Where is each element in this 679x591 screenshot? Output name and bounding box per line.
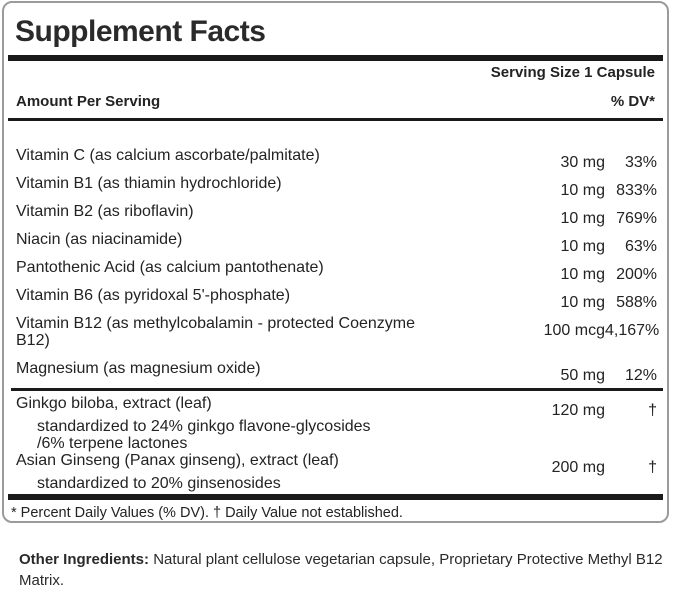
other-ingredients: Other Ingredients: Natural plant cellulo… — [19, 549, 667, 591]
nutrient-entry: Vitamin C (as calcium ascorbate/palmitat… — [16, 147, 657, 171]
nutrient-amount: 30 mg — [560, 154, 605, 171]
nutrient-name: Vitamin B12 (as methylcobalamin - protec… — [16, 315, 415, 349]
nutrient-amount: 10 mg — [560, 238, 605, 255]
nutrient-dv: 4,167% — [605, 322, 660, 339]
nutrient-name: Magnesium (as magnesium oxide) — [16, 360, 261, 377]
nutrient-dv: 63% — [624, 238, 657, 255]
nutrient-subtext: standardized to 20% ginsenosides — [37, 475, 281, 492]
nutrient-name: Ginkgo biloba, extract (leaf) — [16, 395, 212, 412]
nutrient-entry: Pantothenic Acid (as calcium pantothenat… — [16, 259, 657, 283]
nutrient-row: Vitamin B12 (as methylcobalamin - protec… — [16, 315, 660, 349]
nutrient-entry: Asian Ginseng (Panax ginseng), extract (… — [16, 452, 657, 492]
nutrient-name: Vitamin C (as calcium ascorbate/palmitat… — [16, 147, 320, 164]
nutrient-name: Vitamin B1 (as thiamin hydrochloride) — [16, 175, 282, 192]
divider-under-headers — [8, 118, 663, 121]
nutrient-amount: 10 mg — [560, 210, 605, 227]
amount-per-serving-header: Amount Per Serving — [16, 93, 161, 110]
nutrient-amount: 120 mg — [551, 402, 605, 419]
nutrient-entry: Vitamin B2 (as riboflavin) 10 mg 769% — [16, 203, 657, 227]
nutrient-rows: Vitamin C (as calcium ascorbate/palmitat… — [11, 121, 663, 492]
nutrient-row: Magnesium (as magnesium oxide) 50 mg 12% — [16, 360, 657, 384]
nutrient-row: Ginkgo biloba, extract (leaf) 120 mg † — [16, 395, 657, 419]
nutrient-name: Pantothenic Acid (as calcium pantothenat… — [16, 259, 324, 276]
nutrient-entry: Magnesium (as magnesium oxide) 50 mg 12% — [16, 360, 657, 384]
nutrient-dv: 12% — [624, 367, 657, 384]
serving-size: Serving Size 1 Capsule — [490, 64, 655, 81]
nutrient-dv: 33% — [624, 154, 657, 171]
percent-dv-header: % DV* — [610, 93, 655, 110]
nutrient-row: Pantothenic Acid (as calcium pantothenat… — [16, 259, 657, 283]
nutrient-subtext: standardized to 24% ginkgo flavone-glyco… — [37, 418, 371, 435]
nutrient-name: Niacin (as niacinamide) — [16, 231, 183, 248]
nutrient-amount: 100 mcg — [543, 322, 605, 339]
nutrient-entry: Ginkgo biloba, extract (leaf) 120 mg † stan… — [16, 395, 657, 452]
nutrient-row: Niacin (as niacinamide) 10 mg 63% — [16, 231, 657, 255]
footnote: * Percent Daily Values (% DV). † Daily V… — [11, 505, 403, 521]
nutrient-row: Vitamin B1 (as thiamin hydrochloride) 10 … — [16, 175, 657, 199]
divider-thick-top — [8, 55, 663, 61]
nutrient-row: Vitamin B6 (as pyridoxal 5'-phosphate) 10… — [16, 287, 657, 311]
nutrient-amount: 10 mg — [560, 294, 605, 311]
other-ingredients-label: Other Ingredients: — [19, 551, 150, 568]
nutrient-entry: Vitamin B12 (as methylcobalamin - protec… — [16, 315, 660, 349]
nutrient-entry: Niacin (as niacinamide) 10 mg 63% — [16, 231, 657, 255]
nutrient-entry: Vitamin B6 (as pyridoxal 5'-phosphate) 10… — [16, 287, 657, 311]
nutrient-row: Asian Ginseng (Panax ginseng), extract (… — [16, 452, 657, 476]
nutrient-amount: 10 mg — [560, 182, 605, 199]
nutrient-dv: † — [648, 402, 657, 419]
panel-title: Supplement Facts — [15, 15, 266, 48]
nutrient-amount: 50 mg — [560, 367, 605, 384]
divider-thick-bottom — [8, 494, 663, 500]
nutrient-amount: 10 mg — [560, 266, 605, 283]
nutrient-entry: Vitamin B1 (as thiamin hydrochloride) 10 … — [16, 175, 657, 199]
nutrient-row: Vitamin C (as calcium ascorbate/palmitat… — [16, 147, 657, 171]
nutrient-subtext: /6% terpene lactones — [37, 435, 188, 452]
nutrient-name: Vitamin B2 (as riboflavin) — [16, 203, 194, 220]
supplement-facts-panel: Supplement Facts Serving Size 1 Capsule … — [2, 1, 669, 523]
divider-section — [11, 388, 663, 391]
nutrient-row: Vitamin B2 (as riboflavin) 10 mg 769% — [16, 203, 657, 227]
nutrient-name: Vitamin B6 (as pyridoxal 5'-phosphate) — [16, 287, 291, 304]
nutrient-dv: 200% — [616, 266, 657, 283]
nutrient-dv: 769% — [616, 210, 657, 227]
column-headers: Amount Per Serving % DV* — [13, 93, 657, 110]
nutrient-dv: 588% — [616, 294, 657, 311]
nutrient-amount: 200 mg — [551, 459, 605, 476]
nutrient-name: Asian Ginseng (Panax ginseng), extract (… — [16, 452, 339, 469]
nutrient-dv: 833% — [616, 182, 657, 199]
nutrient-dv: † — [648, 459, 657, 476]
